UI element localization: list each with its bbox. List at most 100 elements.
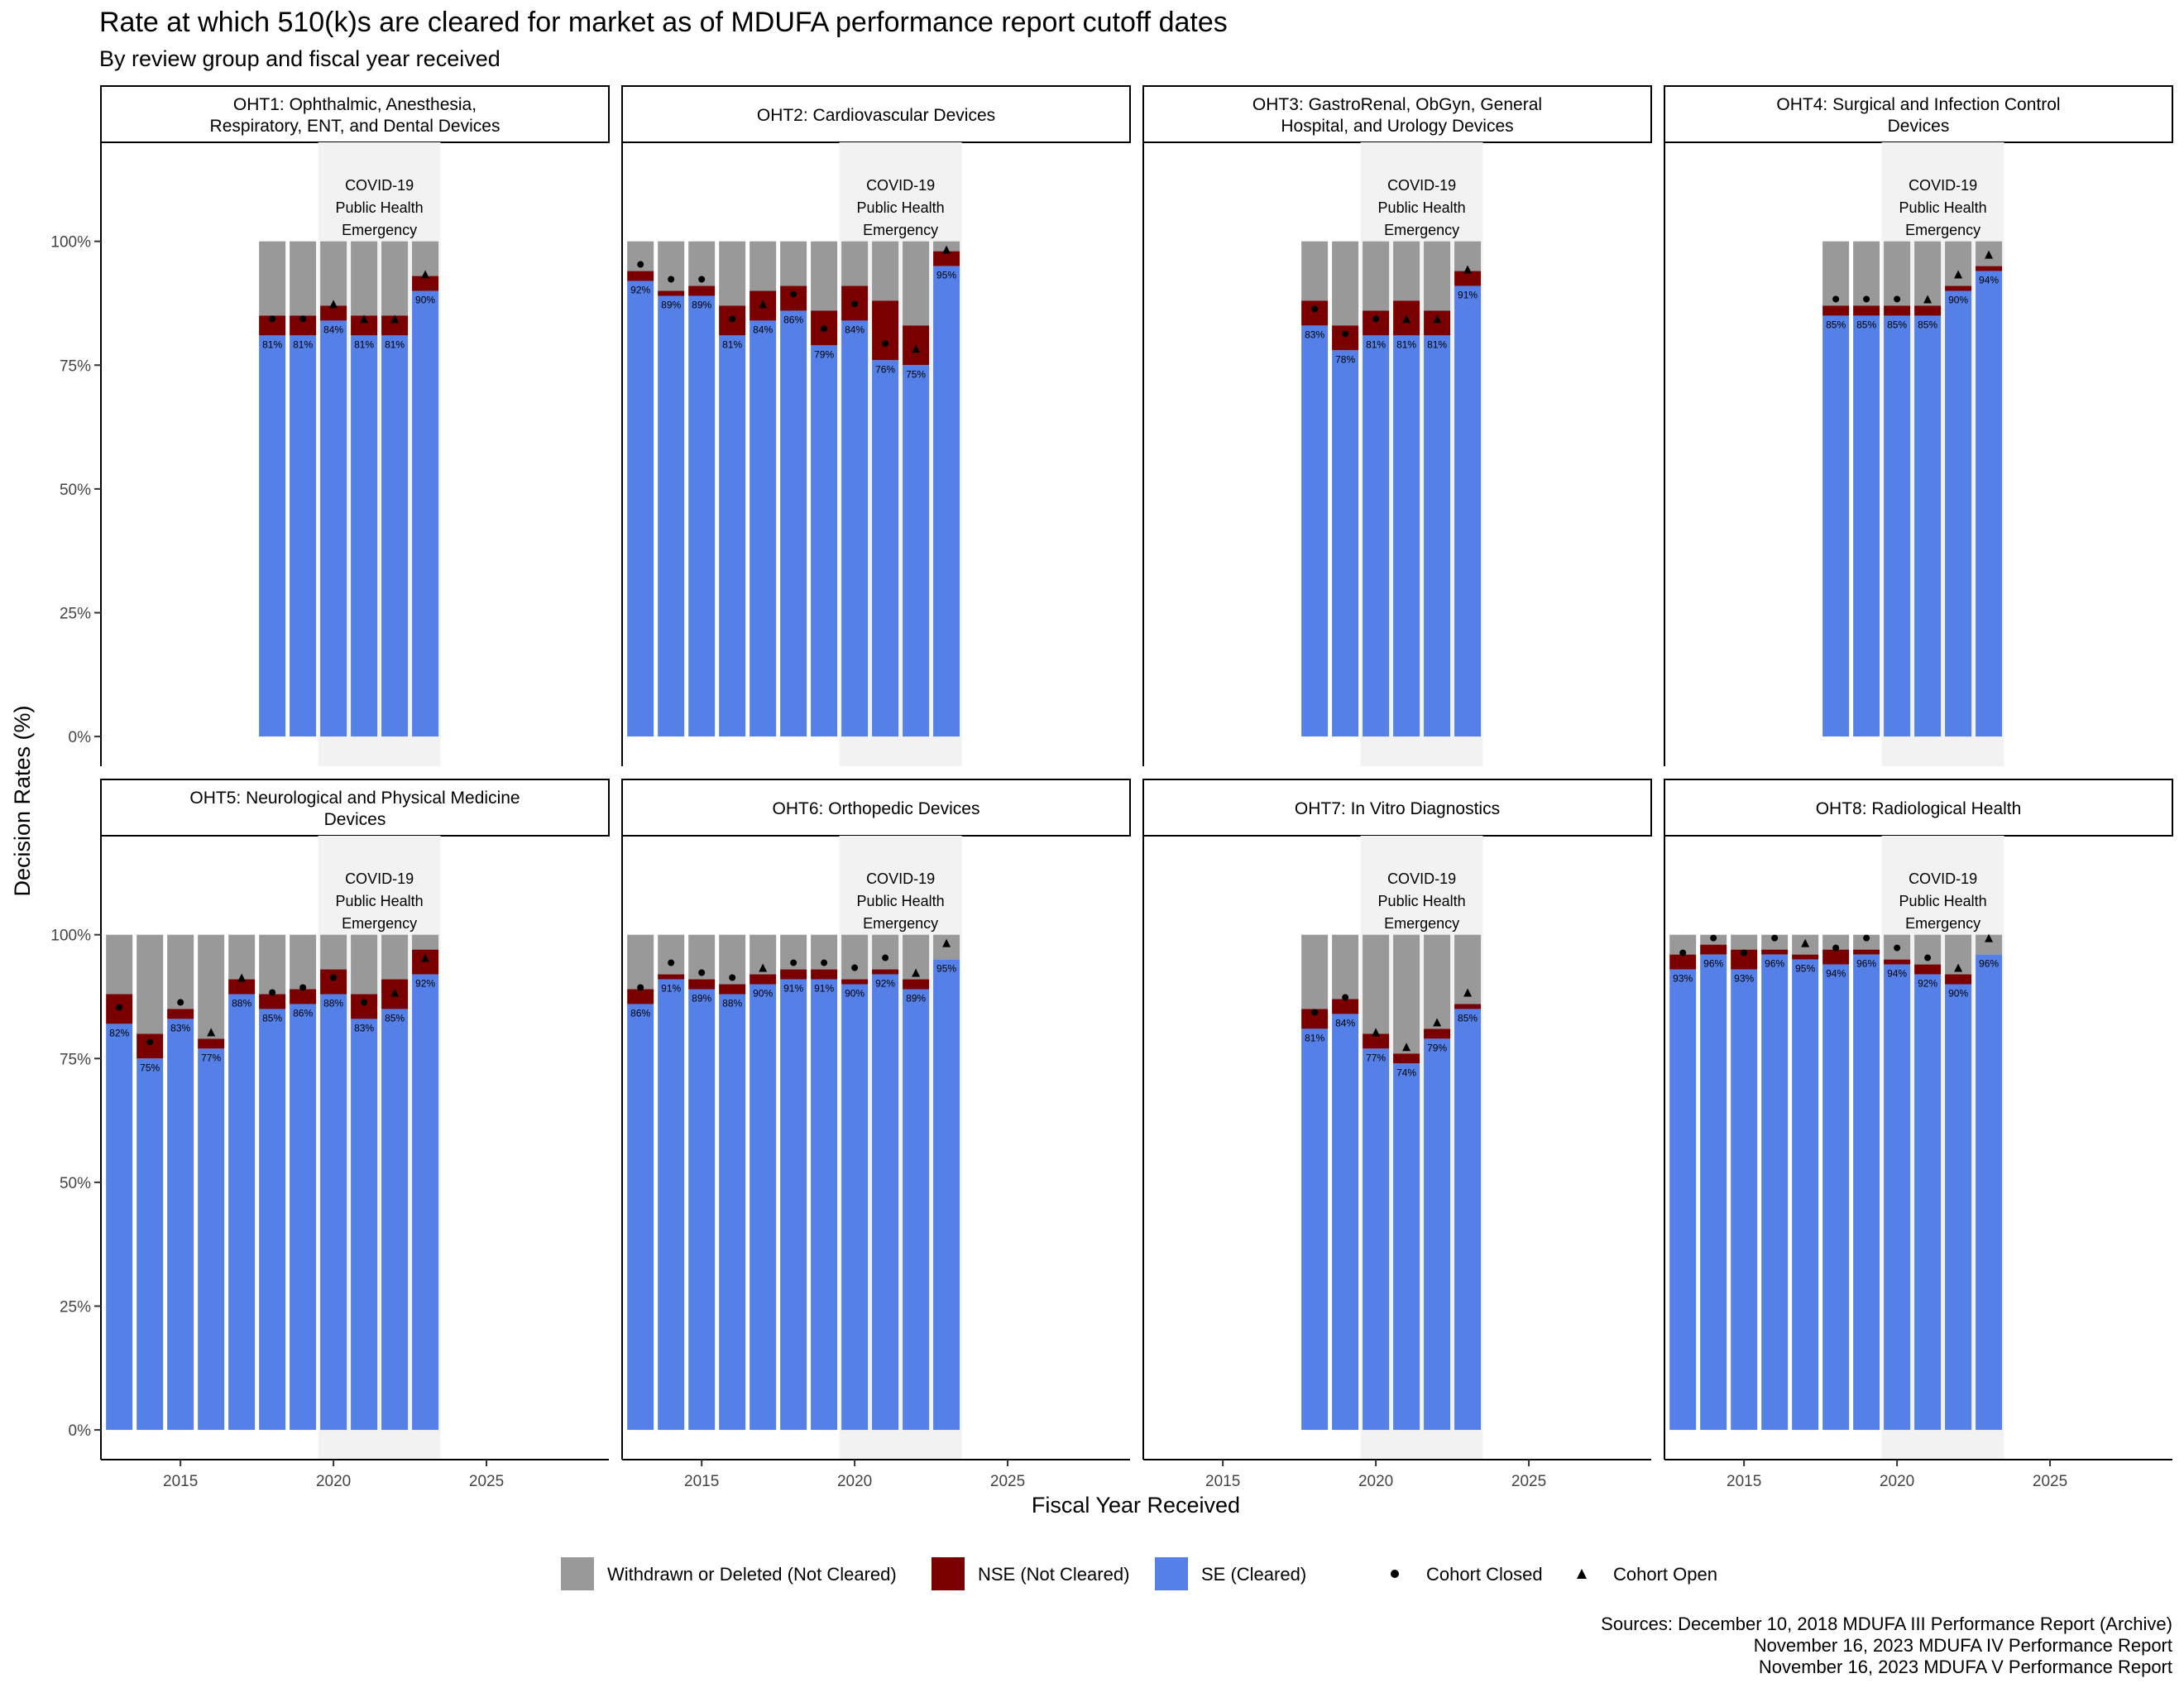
panel-2-bar-withdrawn (872, 241, 899, 301)
panel-1-marker-open (360, 314, 369, 324)
panel-3-marker-closed (1342, 330, 1349, 338)
panel-8-bar-nse (1761, 949, 1789, 955)
legend-symbol-open (1577, 1569, 1587, 1579)
panel-8-marker-open (1954, 963, 1963, 972)
panel-2-marker-closed (851, 300, 859, 308)
panel-8-value-label: 96% (1856, 958, 1876, 970)
panel-8-bar-withdrawn (1731, 934, 1758, 950)
panel-5-value-label: 88% (232, 997, 251, 1009)
panel-6-bar-nse (658, 974, 685, 980)
panel-5-bar-se (198, 1048, 225, 1431)
panel-2-bar-se (719, 335, 746, 737)
panel-5-marker-open (390, 988, 400, 997)
panel-6-bar-se (903, 989, 930, 1431)
panel-5-strip-title: Devices (324, 810, 386, 829)
panel-1-value-label: 81% (354, 338, 374, 350)
panel-3-covid-label: Public Health (1378, 199, 1466, 216)
panel-2-covid-label: COVID-19 (866, 177, 935, 194)
panel-5-bar-withdrawn (412, 934, 439, 950)
panel-5-value-label: 86% (293, 1007, 313, 1019)
panel-1-strip-title: Respiratory, ENT, and Dental Devices (210, 117, 500, 136)
panel-5-bar-nse (290, 989, 317, 1005)
panel-7-bar-nse (1454, 1004, 1482, 1009)
panel-8-marker-closed (1832, 944, 1840, 952)
panel-8-bar-se (1884, 964, 1911, 1431)
panel-8-bar-withdrawn (1976, 934, 2003, 955)
y-tick-label: 100% (50, 234, 91, 252)
panel-2-bar-nse (627, 271, 654, 281)
panel-8-bar-nse (1669, 954, 1697, 970)
panel-6-value-label: 89% (692, 993, 711, 1005)
panel-6-x-tick-label: 2015 (684, 1473, 719, 1490)
panel-4-covid-label: Public Health (1899, 199, 1987, 216)
panel-5-marker-open (237, 973, 247, 982)
panel-5-bar-withdrawn (320, 934, 347, 970)
panel-2-bar-se (627, 281, 654, 737)
legend-label-nse: NSE (Not Cleared) (978, 1564, 1129, 1585)
panel-5-value-label: 77% (201, 1052, 221, 1063)
y-tick-label: 75% (60, 357, 91, 375)
panel-2-value-label: 86% (783, 314, 803, 325)
panel-7-bar-withdrawn (1424, 934, 1451, 1029)
panel-2-marker-open (942, 245, 951, 254)
panel-6-value-label: 91% (783, 983, 803, 995)
panel-6-bar-se (841, 984, 869, 1431)
panel-2-value-label: 75% (906, 368, 926, 380)
panel-3-covid-label: Emergency (1384, 222, 1459, 238)
legend-swatch-se (1155, 1557, 1188, 1590)
panel-4-marker-closed (1894, 295, 1901, 303)
panel-8-bar-se (1761, 954, 1789, 1431)
panel-2-bar-se (780, 310, 807, 737)
panel-6-bar-se (780, 979, 807, 1431)
panel-3-bar-nse (1454, 271, 1482, 286)
panel-3-bar-withdrawn (1424, 241, 1451, 311)
panel-7-x-tick-label: 2015 (1205, 1473, 1240, 1490)
panel-2-strip (621, 85, 1131, 143)
panel-2-bar-se (658, 295, 685, 737)
panel-5-marker-closed (269, 989, 276, 996)
panel-5-value-label: 83% (354, 1022, 374, 1033)
panel-3-value-label: 81% (1396, 338, 1416, 350)
panel-4-value-label: 85% (1826, 319, 1846, 330)
panel-7-bar-nse (1301, 1009, 1329, 1029)
panel-2-bar-se (841, 320, 869, 737)
legend-label-closed: Cohort Closed (1426, 1564, 1543, 1585)
panel-2-value-label: 92% (630, 285, 650, 296)
panel-7-bar-se (1393, 1063, 1420, 1431)
panel-5-marker-closed (146, 1038, 154, 1046)
panel-3-bar-se (1424, 335, 1451, 737)
panel-6-value-label: 90% (845, 988, 864, 1000)
panel-2-marker-closed (637, 261, 644, 268)
panel-8-marker-closed (1710, 934, 1717, 942)
panel-2-value-label: 84% (753, 324, 773, 335)
panel-7-value-label: 74% (1396, 1067, 1416, 1078)
panel-5-value-label: 82% (109, 1027, 129, 1038)
panel-6-marker-open (942, 938, 951, 947)
panel-3-bar-se (1363, 335, 1390, 737)
panel-8-bar-nse (1945, 974, 1972, 985)
y-tick-label: 50% (60, 482, 91, 499)
panel-8-bar-se (1914, 974, 1942, 1431)
panel-8-covid-label: Emergency (1905, 915, 1980, 932)
legend-symbol-closed (1391, 1570, 1399, 1578)
panel-1-bar-withdrawn (290, 241, 317, 316)
panel-4-bar-withdrawn (1945, 241, 1972, 286)
legend-swatch-nse (932, 1557, 965, 1590)
panel-1-bar-withdrawn (351, 241, 378, 316)
panel-8-strip-title: OHT8: Radiological Health (1816, 799, 2022, 818)
panel-8-x-tick-label: 2025 (2033, 1473, 2067, 1490)
panel-4-value-label: 85% (1918, 319, 1937, 330)
panel-5-bar-se (259, 1009, 286, 1431)
panel-2-bar-withdrawn (903, 241, 930, 326)
panel-8-bar-withdrawn (1669, 934, 1697, 955)
panel-2-bar-withdrawn (658, 241, 685, 291)
legend-swatch-withdrawn (561, 1557, 594, 1590)
panel-2-value-label: 89% (661, 300, 681, 311)
panel-4-strip-title: OHT4: Surgical and Infection Control (1776, 95, 2060, 114)
panel-2-bar-nse (872, 300, 899, 361)
panel-2-bar-nse (933, 251, 960, 266)
panel-1-marker-open (421, 270, 430, 279)
panel-4-value-label: 85% (1856, 319, 1876, 330)
panel-5-bar-nse (351, 994, 378, 1019)
panel-5-strip-title: OHT5: Neurological and Physical Medicine (189, 789, 520, 808)
